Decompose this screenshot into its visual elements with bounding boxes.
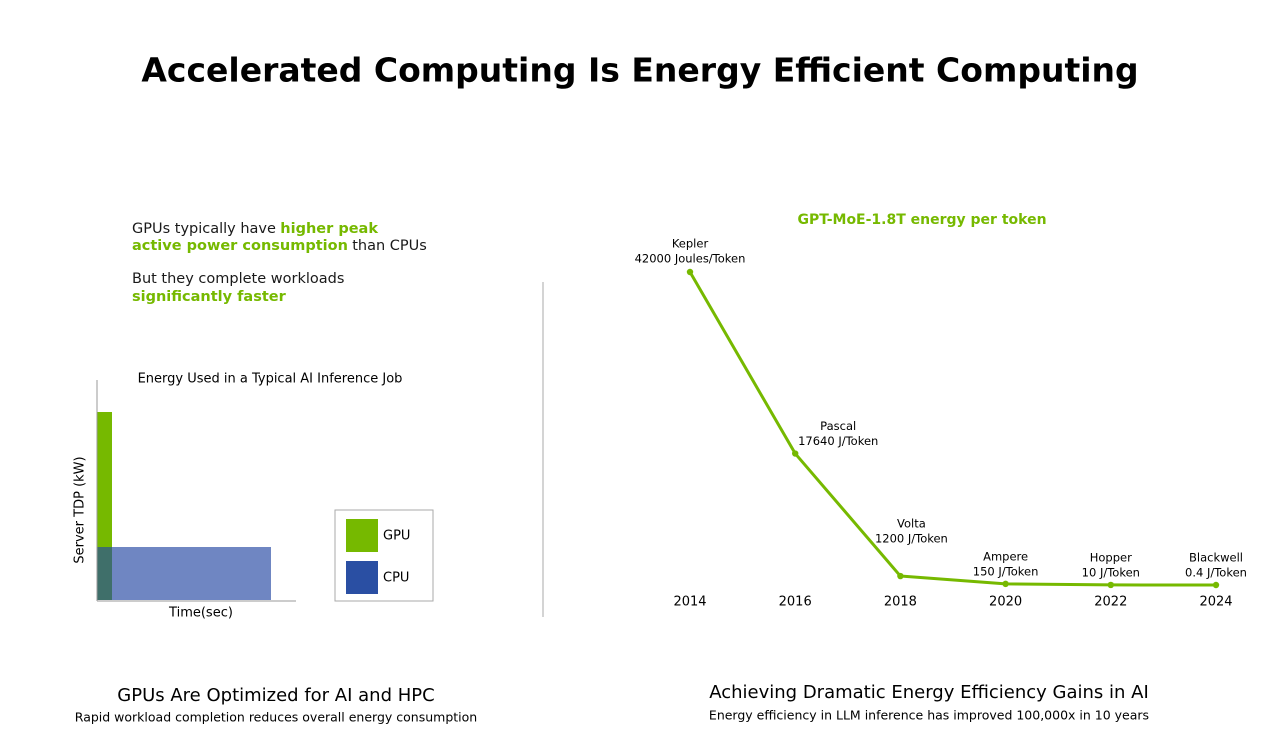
right-caption-title: Achieving Dramatic Energy Efficiency Gai… xyxy=(709,682,1149,703)
highlight-text: significantly faster xyxy=(132,289,286,305)
point-name: Hopper xyxy=(1090,550,1132,564)
legend-label: GPU xyxy=(383,529,410,544)
cpu-bar xyxy=(112,547,271,600)
overlap-bar xyxy=(97,547,112,600)
x-tick-label: 2020 xyxy=(989,595,1022,610)
left-caption-text: Rapid workload completion reduces overal… xyxy=(75,710,477,725)
x-tick-label: 2024 xyxy=(1199,595,1232,610)
series-line xyxy=(688,271,1217,587)
point xyxy=(897,572,904,580)
legend-box xyxy=(334,509,434,602)
value-label: 17640 J/Token xyxy=(798,434,878,448)
point-name: Pascal xyxy=(820,419,856,433)
left-caption-title: GPUs Are Optimized for AI and HPC xyxy=(117,685,434,706)
value-label: 10 J/Token xyxy=(1082,565,1140,579)
x-tick-label: 2022 xyxy=(1094,595,1127,610)
highlight-text: active power consumption xyxy=(132,238,348,254)
value-label: 1200 J/Token xyxy=(875,532,948,546)
intro-line: active power consumption than CPUs xyxy=(132,238,431,255)
point xyxy=(686,268,694,276)
intro-text: GPUs typically have xyxy=(132,221,276,237)
right-caption-text: Energy efficiency in LLM inference has i… xyxy=(709,708,1149,723)
intro-line: But they complete workloads xyxy=(132,271,349,288)
legend: GPU CPU xyxy=(346,519,410,594)
left-chart-title: Energy Used in a Typical AI Inference Jo… xyxy=(138,372,403,387)
x-tick-label: 2014 xyxy=(673,595,706,610)
point-name: Kepler xyxy=(672,237,709,251)
legend-swatch xyxy=(346,561,378,594)
x-tick-label: 2018 xyxy=(884,595,917,610)
intro-line: significantly faster xyxy=(132,289,290,306)
value-label: 150 J/Token xyxy=(973,564,1039,578)
slide-title: Accelerated Computing Is Energy Efficien… xyxy=(141,51,1138,90)
intro-text: than CPUs xyxy=(352,238,427,254)
x-axis-label: Time(sec) xyxy=(168,606,233,621)
y-axis-label: Server TDP (kW) xyxy=(73,456,88,563)
point xyxy=(1107,581,1115,589)
legend-label: CPU xyxy=(383,571,409,586)
point-name: Volta xyxy=(897,517,926,531)
point xyxy=(792,450,799,457)
point xyxy=(1212,581,1220,589)
point-name: Ampere xyxy=(983,549,1028,563)
value-label: 0.4 J/Token xyxy=(1185,565,1247,579)
x-tick-label: 2016 xyxy=(779,595,812,610)
highlight-text: higher peak xyxy=(280,221,378,237)
intro-line: GPUs typically have higher peak xyxy=(132,221,382,238)
point-name: Blackwell xyxy=(1189,550,1243,564)
intro-text: But they complete workloads xyxy=(132,271,345,287)
value-label: 42000 Joules/Token xyxy=(635,252,746,266)
chart-title: GPT-MoE-1.8T energy per token xyxy=(797,212,1046,228)
point xyxy=(1002,580,1009,588)
legend-swatch xyxy=(346,519,378,552)
